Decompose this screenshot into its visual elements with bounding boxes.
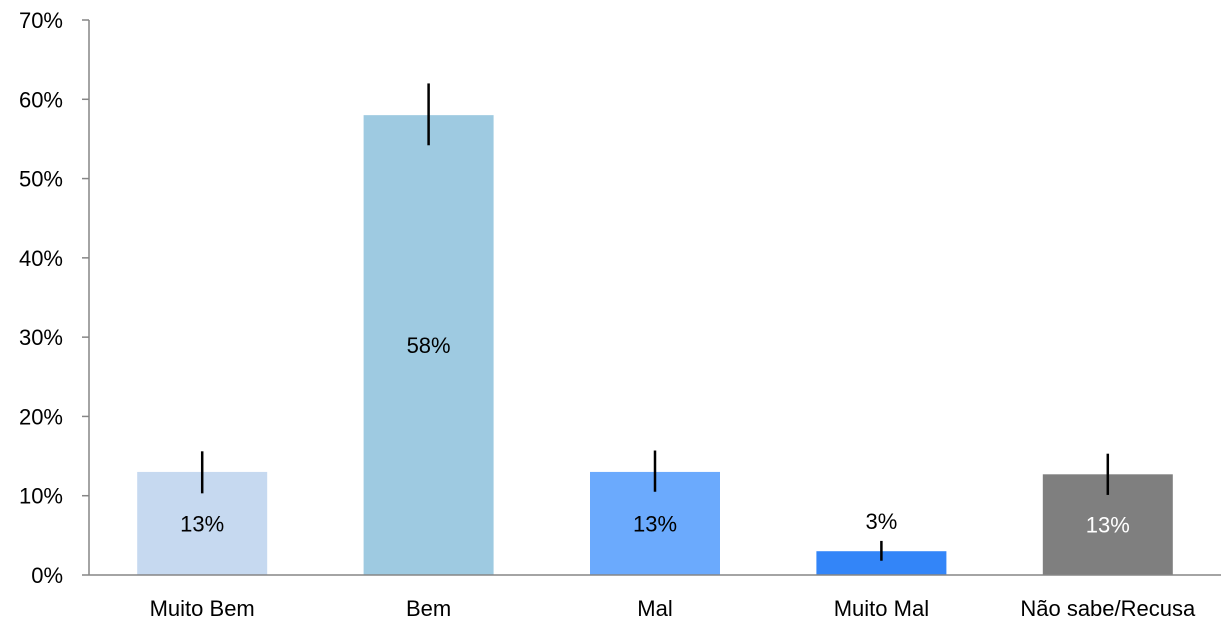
error-bars xyxy=(200,83,1110,561)
data-label: 58% xyxy=(407,333,451,358)
data-label: 13% xyxy=(180,511,224,536)
x-tick-label: Mal xyxy=(637,596,672,621)
y-tick-label: 50% xyxy=(19,167,63,192)
y-tick-label: 30% xyxy=(19,325,63,350)
y-tick-label: 70% xyxy=(19,8,63,33)
data-labels: 13% 58% 13% 3% 13% xyxy=(180,333,1130,538)
data-label: 13% xyxy=(633,511,677,536)
x-axis: Muito Bem Bem Mal Muito Mal Não sabe/Recusa xyxy=(89,574,1221,621)
bars xyxy=(137,115,1173,576)
data-label: 13% xyxy=(1086,513,1130,538)
bar xyxy=(816,551,947,575)
x-tick-label: Bem xyxy=(406,596,451,621)
y-tick-label: 20% xyxy=(19,404,63,429)
y-axis: 0% 10% 20% 30% 40% 50% 60% 70% xyxy=(19,8,90,588)
data-label: 3% xyxy=(866,509,898,534)
x-tick-label: Não sabe/Recusa xyxy=(1020,596,1196,621)
y-tick-label: 10% xyxy=(19,484,63,509)
x-tick-label: Muito Bem xyxy=(150,596,255,621)
x-tick-label: Muito Mal xyxy=(834,596,929,621)
y-tick-label: 0% xyxy=(31,563,63,588)
y-tick-label: 40% xyxy=(19,246,63,271)
y-tick-label: 60% xyxy=(19,87,63,112)
bar xyxy=(363,115,494,576)
